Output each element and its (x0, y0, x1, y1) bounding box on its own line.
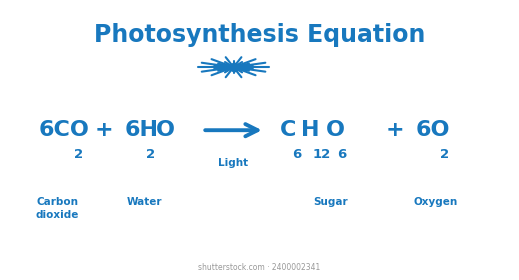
Text: shutterstock.com · 2400002341: shutterstock.com · 2400002341 (198, 263, 321, 272)
Text: +: + (385, 120, 404, 140)
Text: 2: 2 (440, 148, 449, 160)
Text: Photosynthesis Equation: Photosynthesis Equation (94, 23, 425, 47)
Text: C: C (280, 120, 297, 140)
Text: Light: Light (218, 158, 249, 168)
Text: 6CO: 6CO (39, 120, 90, 140)
Text: 2: 2 (146, 148, 156, 160)
Text: 6: 6 (292, 148, 301, 160)
Text: Carbon
dioxide: Carbon dioxide (35, 197, 79, 220)
Text: 12: 12 (312, 148, 331, 160)
Text: 6: 6 (337, 148, 347, 160)
Text: 6O: 6O (415, 120, 449, 140)
Text: Oxygen: Oxygen (414, 197, 458, 207)
Text: Sugar: Sugar (313, 197, 347, 207)
Text: O: O (156, 120, 175, 140)
Text: O: O (326, 120, 345, 140)
Text: 2: 2 (74, 148, 84, 160)
Text: Water: Water (127, 197, 162, 207)
Text: 6H: 6H (125, 120, 159, 140)
Text: +: + (94, 120, 113, 140)
Text: H: H (301, 120, 320, 140)
